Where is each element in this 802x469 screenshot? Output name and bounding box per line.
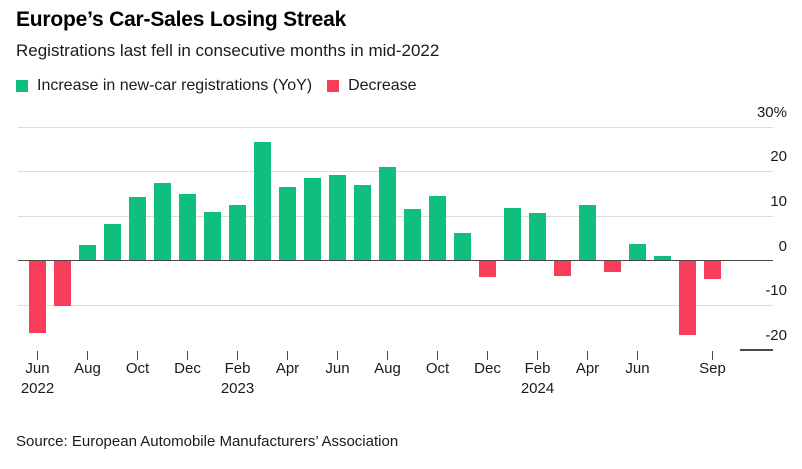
x-axis-label-feb: Feb xyxy=(224,360,251,377)
x-tick-aug xyxy=(386,350,389,360)
bar-sep-2024 xyxy=(704,261,721,280)
x-tick-jun-2022 xyxy=(36,350,39,360)
x-tick-apr xyxy=(286,350,289,360)
bar-oct-2023 xyxy=(429,196,446,260)
legend: Increase in new-car registrations (YoY) … xyxy=(16,77,417,95)
x-tick-jun xyxy=(336,350,339,360)
x-axis-label-jun: Jun xyxy=(25,360,50,377)
bar-nov-2022 xyxy=(154,182,171,260)
bar-aug-2023 xyxy=(379,167,396,260)
x-axis-label-jun: Jun xyxy=(625,360,650,377)
x-axis-label-feb: Feb xyxy=(524,360,551,377)
x-axis-label-dec: Dec xyxy=(174,360,201,377)
x-tick-sep xyxy=(711,350,714,360)
x-tick-aug xyxy=(86,350,89,360)
bar-apr-2024 xyxy=(579,204,596,260)
zero-axis-line xyxy=(18,259,773,262)
x-tick-jun xyxy=(636,350,639,360)
bar-jan-2023 xyxy=(204,211,221,260)
x-axis-label-aug: Aug xyxy=(374,360,401,377)
x-axis-year-2022: 2022 xyxy=(20,380,55,397)
x-axis-label-apr: Apr xyxy=(575,360,600,377)
x-tick-dec xyxy=(486,350,489,360)
x-tick-feb-2024 xyxy=(536,350,539,360)
bar-sep-2022 xyxy=(104,224,121,260)
y-axis-label-30: 30% xyxy=(756,103,787,121)
legend-increase-label: Increase in new-car registrations (YoY) xyxy=(37,77,313,94)
bar-dec-2022 xyxy=(179,193,196,260)
bar-mar-2024 xyxy=(554,261,571,276)
x-axis-year-2023: 2023 xyxy=(220,380,255,397)
bar-may-2023 xyxy=(304,177,321,260)
x-tick-oct xyxy=(436,350,439,360)
x-tick-dec xyxy=(186,350,189,360)
legend-increase-swatch-icon xyxy=(16,80,28,92)
bar-jun-2023 xyxy=(329,174,346,260)
x-tick-feb-2023 xyxy=(236,350,239,360)
chart-title: Europe’s Car-Sales Losing Streak xyxy=(16,8,347,31)
legend-decrease-swatch-icon xyxy=(327,80,340,92)
x-tick-apr xyxy=(586,350,589,360)
bar-oct-2022 xyxy=(129,197,146,260)
bar-feb-2024 xyxy=(529,213,546,260)
y-axis-label--10: -10 xyxy=(765,282,787,300)
x-axis-year-2024: 2024 xyxy=(520,380,555,397)
bar-mar-2023 xyxy=(254,141,271,260)
axis-minimum-line xyxy=(740,349,773,351)
y-axis-label-20: 20 xyxy=(770,148,787,166)
bar-jul-2024 xyxy=(654,256,671,260)
y-axis-label--20: -20 xyxy=(765,326,787,344)
bar-jun-2024 xyxy=(629,244,646,260)
bar-apr-2023 xyxy=(279,187,296,260)
bar-aug-2022 xyxy=(79,244,96,260)
x-axis-label-aug: Aug xyxy=(74,360,101,377)
x-axis-label-sep: Sep xyxy=(699,360,726,377)
bar-jan-2024 xyxy=(504,208,521,260)
gridline-30 xyxy=(18,126,773,128)
x-tick-oct xyxy=(136,350,139,360)
y-axis-label-10: 10 xyxy=(770,192,787,210)
bar-aug-2024 xyxy=(679,261,696,335)
bar-jul-2022 xyxy=(54,261,71,306)
bar-sep-2023 xyxy=(404,209,421,260)
x-axis-label-oct: Oct xyxy=(425,360,450,377)
bar-may-2024 xyxy=(604,261,621,273)
source-note: Source: European Automobile Manufacturer… xyxy=(16,433,399,450)
bar-dec-2023 xyxy=(479,261,496,277)
legend-decrease-label: Decrease xyxy=(348,77,417,94)
x-axis-label-jun: Jun xyxy=(325,360,350,377)
x-axis-label-apr: Apr xyxy=(275,360,300,377)
bar-nov-2023 xyxy=(454,232,471,260)
y-axis-label-0: 0 xyxy=(778,237,787,255)
x-axis-label-oct: Oct xyxy=(125,360,150,377)
bar-jun-2022 xyxy=(29,261,46,333)
bar-feb-2023 xyxy=(229,205,246,260)
chart-subtitle: Registrations last fell in consecutive m… xyxy=(16,41,440,60)
bar-jul-2023 xyxy=(354,185,371,260)
x-axis-label-dec: Dec xyxy=(474,360,501,377)
gridline--10 xyxy=(18,305,773,307)
